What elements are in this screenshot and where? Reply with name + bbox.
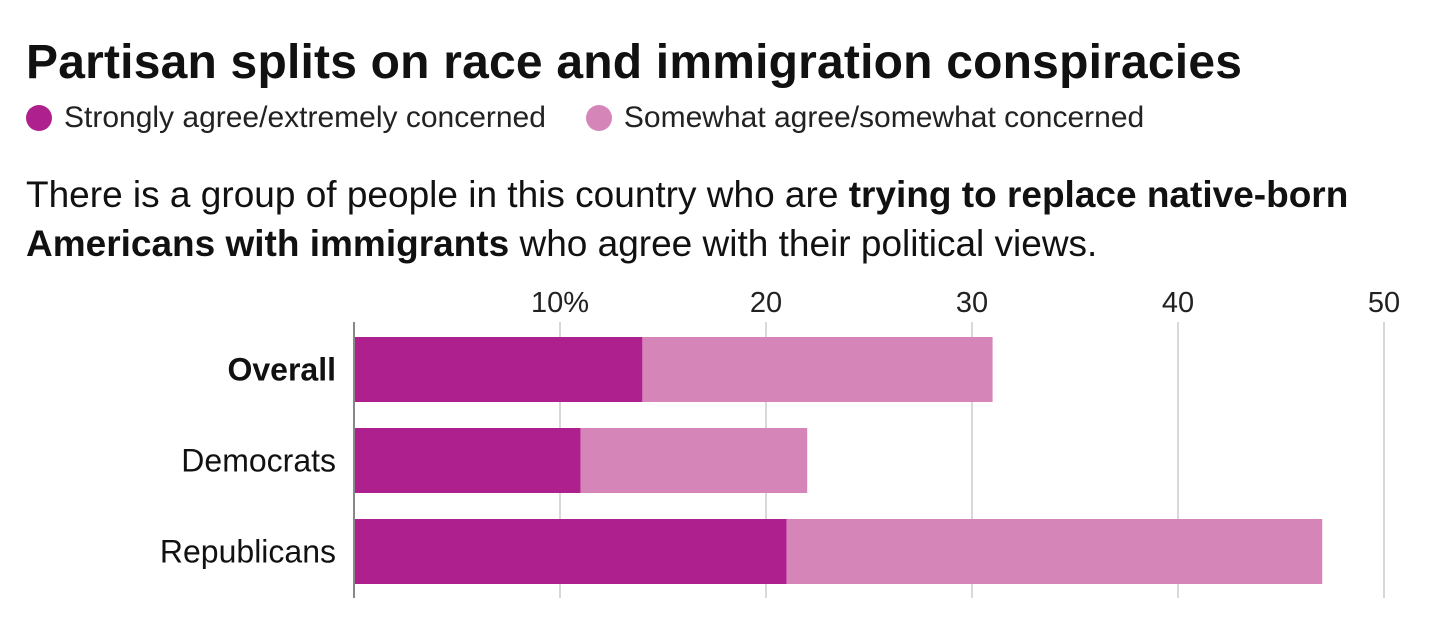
legend-item-somewhat: Somewhat agree/somewhat concerned	[585, 101, 1145, 135]
legend-swatch-somewhat	[585, 105, 612, 131]
category-label-republicans: Republicans	[160, 534, 336, 570]
bar-overall-series-0	[354, 337, 643, 402]
legend: Strongly agree/extremely concerned Somew…	[26, 100, 1184, 136]
x-tick-label-40: 40	[1162, 287, 1194, 319]
bar-republicans-series-0	[354, 519, 787, 584]
bar-overall-series-1	[642, 337, 993, 402]
bar-republicans-series-1	[786, 519, 1323, 584]
question-text-bold: trying to replace native-born Americans …	[26, 174, 1349, 264]
legend-label-somewhat: Somewhat agree/somewhat concerned	[623, 101, 1145, 134]
legend-label-strongly: Strongly agree/extremely concerned	[64, 101, 546, 134]
category-label-overall: Overall	[227, 352, 336, 388]
bar-democrats-series-1	[580, 428, 808, 493]
x-tick-label-20: 20	[750, 287, 782, 319]
legend-swatch-strongly	[26, 105, 52, 131]
chart-title: Partisan splits on race and immigration …	[26, 36, 1243, 89]
x-tick-label-30: 30	[956, 287, 988, 319]
survey-question: There is a group of people in this count…	[26, 170, 1436, 268]
category-label-democrats: Democrats	[181, 443, 336, 479]
bar-democrats-series-0	[354, 428, 581, 493]
x-tick-label-10: 10%	[531, 287, 589, 319]
question-text-end: who agree with their political views.	[509, 223, 1098, 264]
question-text-start: There is a group of people in this count…	[26, 174, 849, 215]
legend-item-strongly: Strongly agree/extremely concerned	[26, 101, 546, 135]
x-tick-label-50: 50	[1368, 287, 1400, 319]
